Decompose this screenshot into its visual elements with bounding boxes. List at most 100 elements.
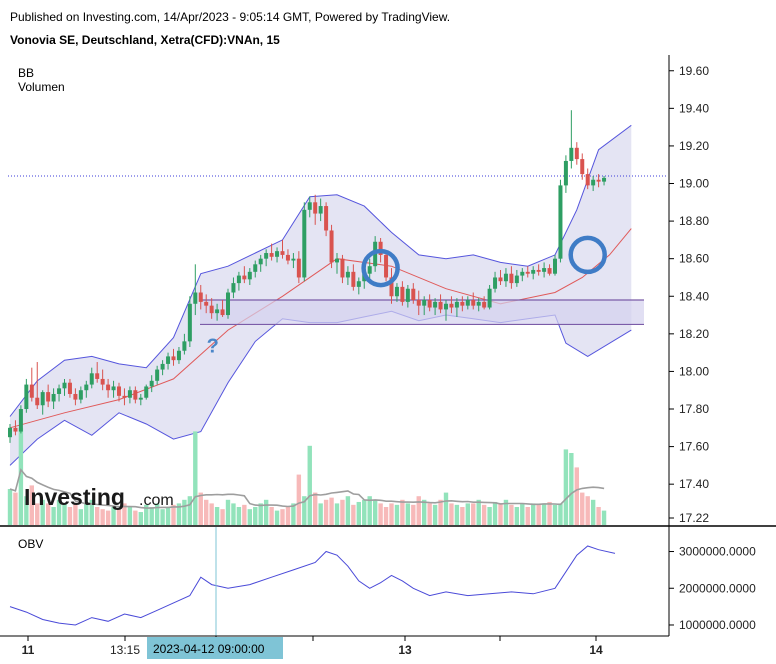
candle-body bbox=[591, 179, 596, 186]
volume-bar bbox=[520, 503, 525, 525]
volume-bar bbox=[274, 510, 280, 525]
volume-bar bbox=[411, 504, 416, 525]
volume-bar bbox=[476, 499, 481, 525]
obv-line bbox=[9, 545, 616, 626]
volume-bar bbox=[296, 474, 302, 525]
y-tick-label: 18.00 bbox=[679, 364, 709, 378]
volume-bar bbox=[236, 507, 242, 525]
volume-bar bbox=[45, 503, 51, 525]
candle-body bbox=[438, 301, 443, 310]
candle-body bbox=[498, 277, 503, 282]
candle-body bbox=[536, 269, 541, 272]
y-tick-label: 17.40 bbox=[679, 477, 709, 491]
candle-body bbox=[384, 254, 389, 278]
volume-bar bbox=[356, 501, 361, 525]
candle-body bbox=[509, 273, 514, 284]
candle-body bbox=[356, 281, 361, 287]
candle-body bbox=[176, 350, 181, 361]
candle-body bbox=[525, 271, 530, 274]
volume-bar bbox=[40, 499, 45, 525]
candle-body bbox=[193, 292, 198, 304]
volume-bar bbox=[416, 496, 421, 525]
candle-body bbox=[329, 230, 334, 263]
band-fill bbox=[10, 125, 632, 466]
candle-body bbox=[220, 309, 225, 316]
volume-bar bbox=[367, 496, 372, 525]
circle-annotation bbox=[361, 248, 400, 288]
volume-bar bbox=[176, 503, 182, 525]
candle-body bbox=[345, 271, 350, 278]
volume-bar bbox=[536, 504, 541, 525]
y-tick-label: 17.60 bbox=[679, 440, 709, 454]
candle-body bbox=[291, 258, 296, 261]
candle-body bbox=[422, 300, 427, 306]
candle-body bbox=[324, 206, 329, 231]
y-tick-label: 17.22 bbox=[679, 511, 709, 525]
volume-bar bbox=[492, 501, 498, 525]
volume-bar bbox=[111, 507, 116, 525]
candle-body bbox=[29, 384, 34, 398]
axes: 19.60 19.40 19.20 19.00 18.80 18.60 18.40 18.20… bbox=[0, 55, 776, 657]
annotations: ? bbox=[207, 235, 607, 357]
volume-bar bbox=[24, 496, 29, 525]
candle-body bbox=[318, 206, 323, 214]
volume-bar bbox=[362, 499, 367, 525]
volume-bar bbox=[590, 499, 596, 525]
candle-body bbox=[111, 386, 116, 391]
candle-body bbox=[471, 300, 476, 306]
svg-text:.com: .com bbox=[139, 492, 174, 509]
candle-body bbox=[24, 384, 29, 410]
volume-bar bbox=[432, 504, 438, 525]
candle-body bbox=[84, 384, 89, 391]
volume-bar bbox=[427, 503, 432, 525]
volume-bar bbox=[585, 496, 590, 525]
support-zone bbox=[8, 175, 668, 326]
volume-bar bbox=[307, 445, 312, 525]
volume-bar bbox=[569, 453, 574, 525]
x-tick-label: 14 bbox=[589, 643, 603, 657]
candle-body bbox=[117, 386, 121, 396]
candle-body bbox=[171, 356, 176, 361]
candle-body bbox=[378, 241, 383, 255]
volume-bar bbox=[454, 504, 460, 525]
candle-body bbox=[285, 254, 290, 261]
volume-bar bbox=[378, 503, 383, 525]
candle-body bbox=[569, 147, 574, 161]
candle-body bbox=[73, 393, 78, 400]
volume-bar bbox=[547, 501, 552, 525]
y-tick-label: 19.40 bbox=[679, 101, 709, 115]
candle-body bbox=[144, 386, 149, 398]
volume-bar bbox=[269, 507, 274, 525]
volume-bar bbox=[29, 485, 34, 525]
volume-bar bbox=[51, 507, 56, 525]
candle-body bbox=[106, 384, 111, 391]
volume-bar bbox=[122, 503, 127, 525]
candle-body bbox=[127, 390, 132, 398]
candle-body bbox=[187, 303, 192, 342]
y-tick-label: 19.20 bbox=[679, 139, 709, 153]
volume-bar bbox=[231, 503, 236, 525]
circle-annotation bbox=[568, 235, 607, 275]
volume-bar bbox=[89, 499, 94, 525]
volume-bar bbox=[198, 492, 203, 525]
volume-bar bbox=[313, 492, 318, 525]
volume-bar bbox=[209, 503, 214, 525]
x-tick-label: 11 bbox=[22, 643, 35, 657]
volume-bar bbox=[514, 507, 520, 525]
candle-body bbox=[416, 300, 421, 306]
candle-body bbox=[264, 253, 269, 259]
candle-body bbox=[242, 275, 247, 280]
y-tick-label: 19.60 bbox=[679, 64, 709, 78]
volume-bar bbox=[318, 503, 323, 525]
candle-body bbox=[553, 258, 557, 274]
candle-body bbox=[296, 258, 301, 278]
volume-bar bbox=[100, 509, 105, 525]
volume-bar bbox=[253, 507, 258, 525]
candle-body bbox=[18, 409, 23, 432]
volume-bars bbox=[7, 427, 607, 525]
volume-bar bbox=[149, 507, 154, 525]
candle-body bbox=[465, 300, 470, 306]
candle-body bbox=[520, 271, 525, 276]
zone-fill bbox=[200, 300, 644, 325]
